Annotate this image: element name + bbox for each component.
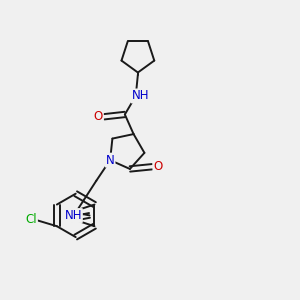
Text: O: O	[153, 160, 163, 173]
Text: Cl: Cl	[25, 213, 37, 226]
Text: O: O	[94, 110, 103, 123]
Text: NH: NH	[64, 209, 82, 222]
Text: N: N	[106, 154, 115, 166]
Text: NH: NH	[131, 89, 149, 103]
